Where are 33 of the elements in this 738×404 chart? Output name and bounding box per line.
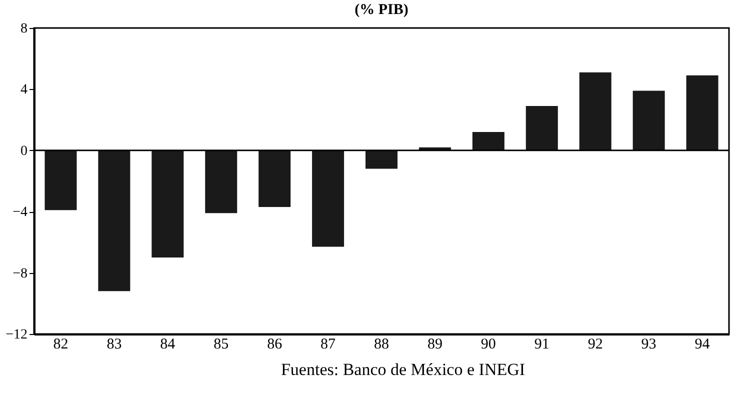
bar: [686, 75, 718, 150]
y-tick-label: 8: [20, 22, 28, 36]
y-tick-label: −4: [12, 205, 28, 220]
bar: [632, 90, 665, 150]
y-tick-label: −8: [12, 266, 28, 282]
chart-title: (% PIB): [354, 2, 408, 18]
x-tick-label: 89: [427, 336, 442, 352]
source-note: Fuentes: Banco de México e INEGI: [280, 360, 526, 379]
bar: [98, 150, 130, 292]
x-tick-label: 93: [641, 336, 656, 352]
bar: [312, 150, 344, 247]
bar: [44, 150, 77, 210]
y-tick-label: −12: [6, 328, 28, 342]
bar: [366, 150, 398, 169]
bar: [526, 106, 558, 150]
x-tick-label: 84: [160, 336, 176, 352]
x-tick-label: 90: [480, 336, 496, 352]
x-tick-label: 94: [694, 336, 710, 352]
bar: [152, 150, 184, 258]
x-tick-label: 92: [588, 336, 603, 352]
x-tick-label: 85: [214, 336, 229, 352]
bar: [579, 72, 612, 150]
y-tick-label: 4: [20, 82, 28, 98]
x-tick-label: 87: [320, 336, 336, 352]
y-tick-label: 0: [20, 144, 28, 159]
x-tick-label: 82: [53, 336, 68, 352]
x-tick-label: 83: [106, 336, 122, 352]
x-tick-label: 86: [267, 336, 283, 352]
bar: [205, 150, 238, 214]
bar: [258, 150, 291, 208]
x-tick-label: 88: [374, 336, 389, 352]
x-tick-label: 91: [534, 336, 550, 352]
bar: [472, 132, 504, 150]
